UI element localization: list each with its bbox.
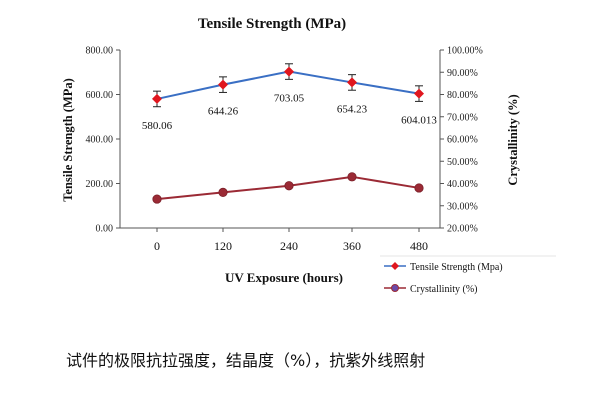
y-tick-label-right: 50.00%	[447, 157, 478, 168]
figure-caption: 试件的极限抗拉强度，结晶度（%），抗紫外线照射	[66, 351, 426, 370]
y-tick-label-left: 200.00	[86, 179, 114, 190]
point-crystallinity	[152, 194, 162, 204]
point-crystallinity	[218, 187, 228, 197]
legend-label-tensile: Tensile Strength (Mpa)	[410, 262, 503, 273]
y-tick-label-left: 800.00	[86, 46, 114, 57]
y-tick-label-right: 80.00%	[447, 90, 478, 101]
x-tick-label: 360	[343, 239, 361, 253]
point-tensile	[218, 79, 228, 90]
data-label-tensile: 604.013	[401, 115, 437, 127]
left-axis: 0.00 200.00 400.00 600.00 800.00	[86, 46, 121, 235]
y-tick-label-right: 20.00%	[447, 224, 478, 235]
data-label-tensile: 644.26	[208, 106, 239, 118]
x-tick-label: 240	[280, 239, 298, 253]
y-axis-right-label: Crystallinity (%)	[506, 94, 520, 185]
point-tensile	[414, 88, 424, 99]
y-tick-label-right: 90.00%	[447, 68, 478, 79]
right-axis: 20.00% 30.00% 40.00% 50.00% 60.00% 70.00% 80.0…	[439, 46, 483, 235]
y-tick-label-right: 60.00%	[447, 135, 478, 146]
point-crystallinity	[284, 181, 294, 191]
y-tick-label-right: 30.00%	[447, 201, 478, 212]
legend-marker-tensile	[391, 262, 399, 270]
point-crystallinity	[414, 183, 424, 193]
x-tick-label: 120	[214, 239, 232, 253]
point-tensile	[152, 93, 162, 104]
y-tick-label-right: 70.00%	[447, 112, 478, 123]
y-tick-label-left: 0.00	[96, 224, 114, 235]
point-tensile	[347, 77, 357, 88]
data-label-tensile: 654.23	[337, 103, 368, 115]
y-tick-label-left: 400.00	[86, 135, 114, 146]
legend-label-crystallinity: Crystallinity (%)	[410, 284, 478, 295]
legend: Tensile Strength (Mpa) Crystallinity (%)	[380, 255, 556, 295]
y-tick-label-right: 100.00%	[447, 46, 483, 57]
y-tick-label-right: 40.00%	[447, 179, 478, 190]
x-tick-label: 480	[410, 239, 428, 253]
y-axis-left-label: Tensile Strength (MPa)	[61, 78, 75, 202]
point-tensile	[284, 66, 294, 77]
legend-marker-crystallinity	[391, 284, 399, 292]
x-axis-label: UV Exposure (hours)	[225, 270, 343, 285]
point-crystallinity	[347, 172, 357, 182]
data-label-tensile: 703.05	[274, 93, 305, 105]
chart-title: Tensile Strength (MPa)	[198, 16, 346, 32]
data-label-tensile: 580.06	[142, 120, 173, 132]
x-tick-label: 0	[154, 239, 160, 253]
y-tick-label-left: 600.00	[86, 90, 114, 101]
